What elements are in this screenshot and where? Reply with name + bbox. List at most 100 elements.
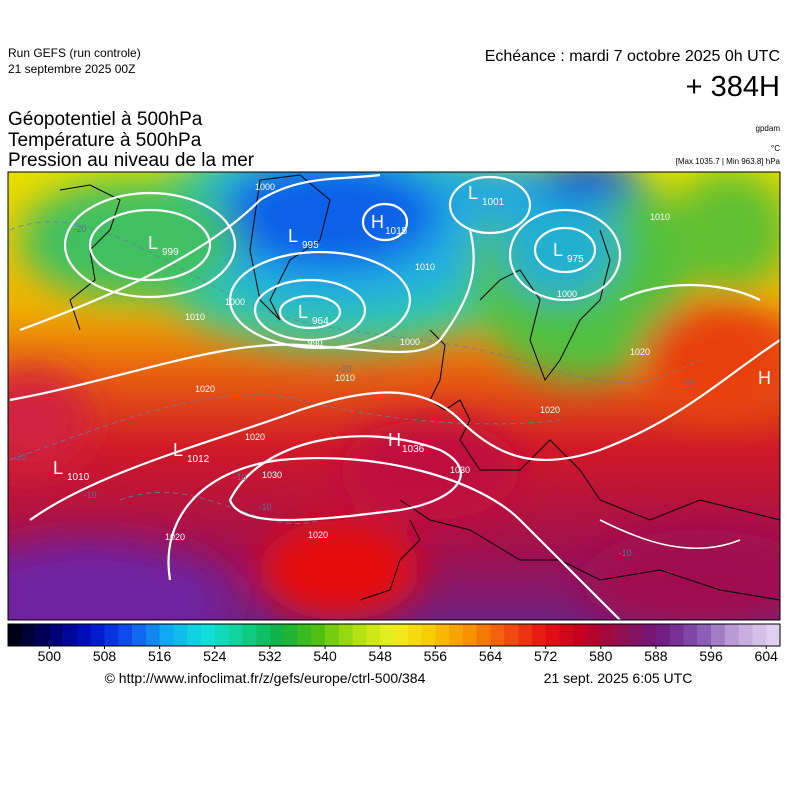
colorbar-tick-label: 540 (313, 648, 337, 664)
colorbar: 500 508 516 524 532 540 548 556 564 572 580 588 596 6… (7, 623, 781, 664)
title-line: Température à 500hPa (8, 130, 202, 151)
isobar-label: 1000 (400, 337, 420, 347)
isobar-label: 1020 (245, 432, 265, 442)
center-value: 1010 (67, 472, 90, 483)
unit-label: gpdam (756, 124, 781, 133)
center-letter: H (758, 368, 771, 388)
center-value: 1001 (482, 197, 505, 208)
colorbar-swatch (256, 624, 271, 646)
colorbar-swatch (366, 624, 381, 646)
colorbar-swatch (614, 624, 629, 646)
colorbar-tick-label: 500 (38, 648, 62, 664)
colorbar-swatch (531, 624, 546, 646)
colorbar-swatch (545, 624, 560, 646)
colorbar-swatch (600, 624, 615, 646)
isobar-labels: 1000 1000 1010 990 1010 1020 1020 1030 1030 1020 1… (13, 182, 694, 558)
colorbar-swatch (76, 624, 92, 646)
colorbar-swatch (311, 624, 326, 646)
colorbar-swatch (187, 624, 202, 646)
center-letter: L (173, 440, 183, 460)
center-letter: L (468, 183, 478, 203)
isobar-label: 1020 (195, 384, 215, 394)
isobar-label: 1020 (165, 532, 185, 542)
source-link[interactable]: © http://www.infoclimat.fr/z/gefs/europe… (105, 670, 426, 686)
temperature-label: -10 (618, 548, 631, 558)
colorbar-swatch (683, 624, 698, 646)
colorbar-swatch (642, 624, 657, 646)
temperature-label: -20 (681, 378, 694, 388)
center-value: 975 (567, 254, 584, 265)
colorbar-swatch (35, 624, 50, 646)
map-frame (7, 171, 781, 621)
colorbar-swatch (201, 624, 216, 646)
run-date: 21 septembre 2025 00Z (8, 62, 135, 76)
colorbar-swatch (145, 624, 160, 646)
colorbar-tick-label: 556 (424, 648, 448, 664)
colorbar-swatch (242, 624, 257, 646)
colorbar-tick-label: 548 (369, 648, 393, 664)
colorbar-swatch (269, 624, 285, 646)
center-value: 1015 (385, 226, 408, 237)
unit-label: [Max 1035.7 | Min 963.8] hPa (676, 157, 781, 166)
title-line: Géopotentiel à 500hPa (8, 109, 203, 130)
colorbar-tick-label: 532 (258, 648, 282, 664)
colorbar-tick-label: 588 (644, 648, 668, 664)
isobar-label: 1010 (650, 212, 670, 222)
colorbar-tick-label: 524 (203, 648, 227, 664)
colorbar-swatch (297, 624, 312, 646)
temperature-label: -10 (258, 502, 271, 512)
colorbar-tick-label: 516 (148, 648, 172, 664)
isobar-label: 1010 (185, 312, 205, 322)
lead-time: + 384H (686, 71, 780, 103)
unit-label: °C (771, 144, 780, 153)
colorbar-tick-label: 604 (755, 648, 779, 664)
colorbar-swatch (63, 624, 78, 646)
center-value: 1012 (187, 454, 210, 465)
colorbar-swatch (380, 624, 395, 646)
colorbar-swatch (476, 624, 491, 646)
center-value: 995 (302, 240, 319, 251)
colorbar-tick-label: 580 (589, 648, 613, 664)
colorbar-swatch (49, 624, 64, 646)
colorbar-swatch (490, 624, 505, 646)
colorbar-frame (7, 623, 781, 647)
colorbar-swatch (724, 624, 739, 646)
colorbar-swatch (752, 624, 767, 646)
temperature-label: -10 (233, 472, 246, 482)
colorbar-tick-label: 564 (479, 648, 503, 664)
center-value: 964 (312, 316, 329, 327)
isobar-label: 990 (307, 338, 322, 348)
isobars (9, 173, 780, 620)
isobar-label: 1030 (450, 465, 470, 475)
run-label: Run GEFS (run controle) (8, 46, 141, 60)
colorbar-swatch (352, 624, 367, 646)
temperature-label: -20 (13, 452, 26, 462)
temperature-label: -20 (338, 364, 351, 374)
isobar-label: 1010 (415, 262, 435, 272)
colorbar-swatch (738, 624, 753, 646)
colorbar-swatch (587, 624, 602, 646)
colorbar-swatch (104, 624, 119, 646)
colorbar-swatch (518, 624, 533, 646)
colorbar-swatch (628, 624, 643, 646)
colorbar-tick-label: 572 (534, 648, 558, 664)
center-value: 1036 (402, 444, 425, 455)
colorbar-swatch (504, 624, 519, 646)
center-letter: H (371, 212, 384, 232)
center-letter: L (553, 240, 563, 260)
isobar-label: 1020 (540, 405, 560, 415)
colorbar-swatch (766, 624, 781, 646)
isobar-label: 1020 (308, 530, 328, 540)
center-letter: L (298, 302, 308, 322)
colorbar-swatch (214, 624, 229, 646)
title-line: Pression au niveau de la mer (8, 150, 255, 171)
center-value: 999 (162, 247, 179, 258)
colorbar-swatch (573, 624, 588, 646)
colorbar-swatch (283, 624, 298, 646)
colorbar-swatch (449, 624, 464, 646)
isobar-label: 1030 (262, 470, 282, 480)
colorbar-swatch (711, 624, 726, 646)
